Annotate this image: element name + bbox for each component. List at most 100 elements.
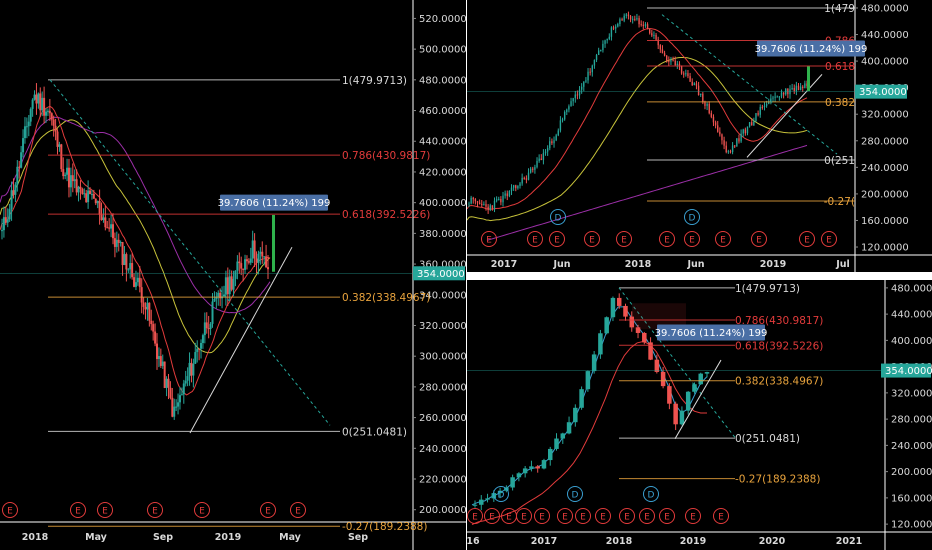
left-candle-body <box>178 395 181 403</box>
left-candle-body <box>119 242 122 244</box>
tr-candle-body <box>551 141 553 144</box>
left-candle-body <box>156 343 159 360</box>
br-candle-body <box>635 327 641 333</box>
chart-panel-left[interactable]: 520.0000 500.0000 480.0000 460.0000 440.0000… <box>0 0 466 550</box>
left-candle-body <box>209 323 212 329</box>
left-candle-body <box>64 174 67 177</box>
br-dividend-marker: D <box>572 491 579 501</box>
left-candle-body <box>184 380 187 384</box>
br-dividend-marker: D <box>498 491 505 501</box>
left-earnings-marker: E <box>7 507 13 517</box>
left-candle-body <box>29 108 32 122</box>
left-fib-label: -0.27(189.2388) <box>342 521 427 533</box>
tr-candle-body <box>725 145 727 153</box>
br-candle-body <box>516 473 522 478</box>
br-candle-body <box>547 448 553 461</box>
left-candle-body <box>6 219 9 223</box>
left-earnings-marker: E <box>199 507 205 517</box>
left-candle-body <box>43 97 46 116</box>
tr-candle-body <box>640 24 642 26</box>
left-candle-body <box>102 217 105 221</box>
left-time-label: May <box>85 532 108 543</box>
left-candle-body <box>4 217 7 223</box>
br-trend-support <box>674 359 722 440</box>
left-candle-body <box>90 193 93 195</box>
chart-panel-top-right[interactable]: 480.0000440.0000400.0000360.0000320.0000… <box>467 0 932 272</box>
tr-candle-body <box>474 199 477 202</box>
left-candle-body <box>230 276 233 290</box>
tr-earnings-marker-circle <box>549 231 565 247</box>
br-price-label: 280.0000 <box>891 415 932 426</box>
tr-candle-body <box>719 131 721 135</box>
br-earnings-marker-circle <box>685 508 701 524</box>
tr-candle-body <box>712 116 715 123</box>
tr-candle-body <box>634 18 636 20</box>
tr-candle-body <box>587 71 589 81</box>
br-earnings-marker: E <box>562 513 568 523</box>
left-candle-body <box>186 376 189 381</box>
tr-candle-body <box>517 185 519 189</box>
tr-candle-body <box>595 54 598 60</box>
tr-candle-body <box>683 73 685 75</box>
left-candle-body <box>10 190 13 210</box>
left-earnings-marker: E <box>75 507 81 517</box>
tr-earnings-marker: E <box>720 236 726 246</box>
chart-left-svg[interactable]: 520.0000 500.0000 480.0000 460.0000 440.0000… <box>0 0 466 550</box>
left-candle-body <box>92 193 95 199</box>
left-candle-body <box>150 320 153 325</box>
left-candle-body <box>203 322 206 336</box>
tr-candle-body <box>487 206 489 210</box>
left-candle-body <box>12 190 15 195</box>
br-earnings-marker: E <box>600 513 606 523</box>
br-candle-body <box>654 359 660 372</box>
br-dividend-marker-circle <box>493 486 509 502</box>
left-earnings-marker-circle <box>194 502 210 518</box>
tr-candle-body <box>608 36 611 39</box>
left-candle-body <box>261 251 264 257</box>
tr-fib-label: 1(479 <box>824 3 855 15</box>
left-candle-body <box>8 209 11 220</box>
br-candle-body <box>660 371 666 387</box>
chart-bottom-right-svg[interactable]: 480.0000440.0000400.0000360.0000320.0000… <box>467 280 932 550</box>
left-candle-body <box>136 277 139 283</box>
tr-candle-body <box>802 86 804 88</box>
tr-earnings-marker: E <box>826 236 832 246</box>
tr-candle-body <box>485 204 487 207</box>
tr-candle-body <box>576 94 579 96</box>
left-price-label: 360.0000 <box>419 260 466 271</box>
br-earnings-marker: E <box>506 513 512 523</box>
left-candle-body <box>56 131 59 147</box>
left-candle-body <box>169 387 172 398</box>
left-candle-body <box>89 190 92 195</box>
left-measure-box <box>220 194 328 211</box>
left-candle-body <box>54 125 57 132</box>
br-candle-body <box>529 466 534 469</box>
tr-candle-body <box>653 34 655 36</box>
left-candle-body <box>192 363 195 376</box>
left-candle-body <box>77 186 80 193</box>
tr-candle-body <box>729 151 732 153</box>
br-time-label: 2021 <box>836 536 862 547</box>
tr-candle-body <box>580 86 583 90</box>
tr-candle-body <box>700 93 702 96</box>
tr-candle-body <box>734 145 736 147</box>
tr-candle-body <box>623 15 625 21</box>
left-price-label: 400.0000 <box>419 198 466 209</box>
tr-candle-body <box>563 111 566 120</box>
br-dividend-marker: D <box>648 491 655 501</box>
chart-panel-bottom-right[interactable]: 480.0000440.0000400.0000360.0000320.0000… <box>467 280 932 550</box>
tr-fib-label: 0.618 <box>825 61 855 73</box>
br-candle-body <box>704 372 710 374</box>
tr-candle-body <box>572 98 574 102</box>
left-candle-body <box>167 378 170 388</box>
left-candle-body <box>35 94 38 104</box>
left-candle-body <box>157 356 160 360</box>
br-candle-body <box>616 297 622 306</box>
br-candle-body <box>698 373 703 385</box>
tr-earnings-marker-circle <box>821 231 837 247</box>
left-measure-bar <box>272 214 275 272</box>
tr-earnings-marker: E <box>756 236 762 246</box>
chart-top-right-svg[interactable]: 480.0000440.0000400.0000360.0000320.0000… <box>467 0 932 272</box>
left-candle-body <box>219 292 222 299</box>
br-candle-body <box>598 333 603 355</box>
